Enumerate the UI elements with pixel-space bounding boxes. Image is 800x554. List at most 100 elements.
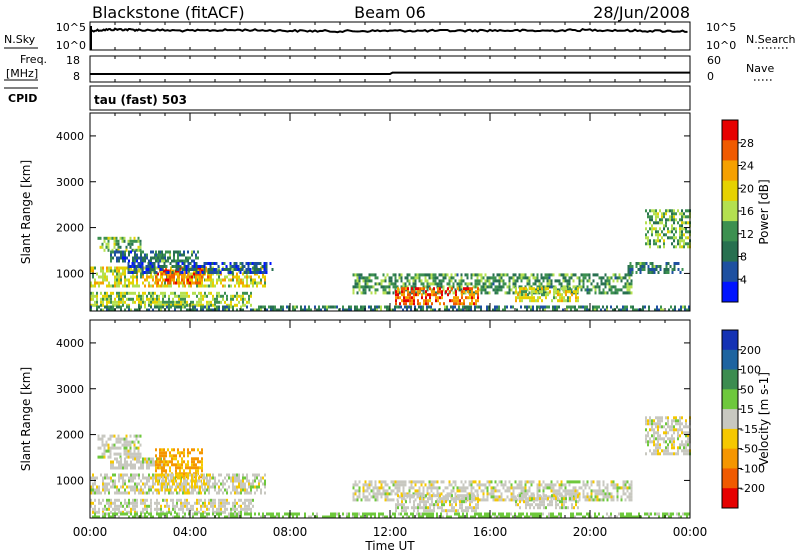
scatter-cell xyxy=(220,512,222,516)
scatter-cell xyxy=(486,279,489,283)
scatter-cell xyxy=(510,276,513,280)
scatter-cell xyxy=(144,300,146,304)
scatter-cell xyxy=(425,494,427,498)
scatter-cell xyxy=(644,512,646,516)
scatter-cell xyxy=(516,515,518,519)
scatter-cell xyxy=(101,452,104,456)
scatter-cell xyxy=(584,273,587,277)
scatter-cell xyxy=(264,491,266,495)
scatter-cell xyxy=(150,457,152,461)
scatter-cell xyxy=(114,266,116,270)
scatter-cell xyxy=(352,273,355,277)
scatter-cell xyxy=(171,259,173,263)
scatter-cell xyxy=(104,482,106,486)
scatter-cell xyxy=(448,515,450,519)
scatter-cell xyxy=(444,273,447,277)
scatter-cell xyxy=(195,476,197,480)
scatter-cell xyxy=(248,275,250,279)
scatter-cell xyxy=(228,308,230,312)
scatter-cell xyxy=(673,221,675,225)
scatter-cell xyxy=(191,268,194,271)
scatter-cell xyxy=(134,504,136,508)
scatter-cell xyxy=(467,509,469,513)
scatter-cell xyxy=(152,256,154,260)
scatter-cell xyxy=(173,275,175,279)
scatter-cell xyxy=(114,275,116,279)
scatter-cell xyxy=(284,512,286,516)
scatter-cell xyxy=(171,457,173,461)
scatter-cell xyxy=(146,479,148,483)
scatter-cell xyxy=(653,431,655,435)
scatter-cell xyxy=(496,483,499,487)
scatter-cell xyxy=(131,440,134,444)
scatter-cell xyxy=(626,480,629,484)
scatter-cell xyxy=(405,506,407,510)
scatter-cell xyxy=(472,480,475,484)
scatter-cell xyxy=(532,480,535,484)
scatter-cell xyxy=(98,498,100,502)
scatter-cell xyxy=(106,308,108,312)
scatter-cell xyxy=(412,492,415,496)
scatter-cell xyxy=(104,476,106,480)
scatter-cell xyxy=(133,440,136,444)
scatter-cell xyxy=(410,285,413,289)
scatter-cell xyxy=(415,293,417,297)
scatter-cell xyxy=(360,515,362,519)
scatter-cell xyxy=(188,507,190,511)
scatter-cell xyxy=(496,498,499,502)
scatter-cell xyxy=(534,515,536,519)
scatter-cell xyxy=(657,221,659,225)
scatter-cell xyxy=(645,452,647,456)
scatter-cell xyxy=(588,291,591,295)
scatter-cell xyxy=(177,482,179,486)
scatter-cell xyxy=(262,305,264,309)
scatter-cell xyxy=(463,302,465,306)
scatter-cell xyxy=(140,485,142,489)
scatter-cell xyxy=(655,268,658,271)
scatter-cell xyxy=(382,273,385,277)
scatter-cell xyxy=(334,515,336,519)
scatter-cell xyxy=(132,488,134,492)
scatter-cell xyxy=(634,515,636,519)
scatter-cell xyxy=(175,463,177,467)
scatter-cell xyxy=(526,480,529,484)
scatter-cell xyxy=(310,308,312,312)
scatter-cell xyxy=(352,498,355,502)
scatter-cell xyxy=(324,515,326,519)
scatter-cell xyxy=(108,308,110,312)
scatter-cell xyxy=(117,239,120,243)
scatter-cell xyxy=(198,284,200,288)
scatter-cell xyxy=(596,492,599,496)
scatter-cell xyxy=(436,498,439,502)
scatter-cell xyxy=(96,291,98,295)
scatter-cell xyxy=(130,463,132,467)
scatter-cell xyxy=(544,276,547,280)
scatter-cell xyxy=(566,285,569,289)
scatter-cell xyxy=(364,489,367,493)
scatter-cell xyxy=(407,287,409,291)
scatter-cell xyxy=(520,483,523,487)
scatter-cell xyxy=(394,305,396,309)
scatter-cell xyxy=(166,284,168,288)
scatter-cell xyxy=(408,279,411,283)
scatter-cell xyxy=(580,512,582,516)
scatter-cell xyxy=(155,469,157,473)
scatter-cell xyxy=(116,291,118,295)
scatter-cell xyxy=(255,265,258,268)
scatter-cell xyxy=(157,457,159,461)
scatter-cell xyxy=(123,452,126,456)
scatter-cell xyxy=(108,305,110,309)
scatter-cell xyxy=(157,460,159,464)
scatter-cell xyxy=(135,446,138,450)
scatter-cell xyxy=(685,236,687,240)
scatter-cell xyxy=(398,480,401,484)
scatter-cell xyxy=(127,449,130,453)
scatter-cell xyxy=(590,515,592,519)
scatter-cell xyxy=(504,273,507,277)
scatter-cell xyxy=(152,294,154,298)
scatter-cell xyxy=(506,291,509,295)
scatter-cell xyxy=(115,248,118,252)
scatter-cell xyxy=(471,293,473,297)
scatter-cell xyxy=(447,509,449,513)
scatter-cell xyxy=(113,245,116,249)
